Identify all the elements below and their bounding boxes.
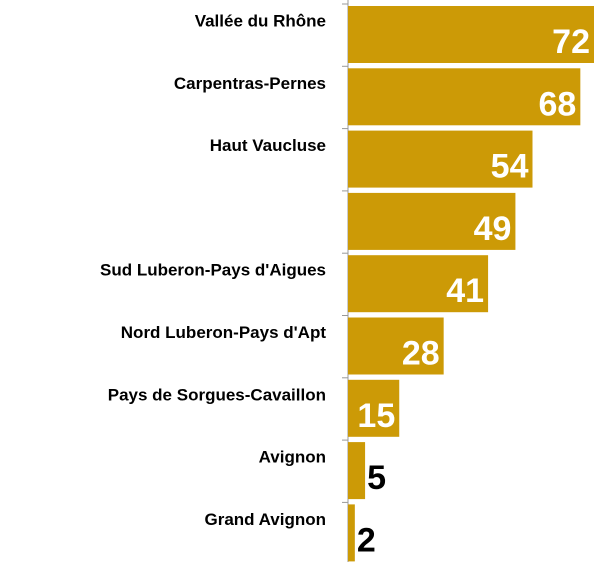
category-label: Haut Vaucluse bbox=[210, 136, 326, 155]
category-label: Vallée du Rhône bbox=[195, 11, 326, 30]
value-label: 41 bbox=[446, 272, 484, 310]
bar bbox=[348, 504, 355, 562]
value-label: 28 bbox=[402, 334, 440, 372]
bar bbox=[348, 317, 444, 375]
bar bbox=[348, 192, 516, 250]
category-label: Carpentras-Pernes bbox=[174, 74, 326, 93]
value-label: 72 bbox=[552, 23, 590, 61]
category-label: Grand Avignon bbox=[204, 510, 326, 529]
category-label: Pays de Sorgues-Cavaillon bbox=[108, 385, 326, 404]
value-label: 2 bbox=[357, 521, 376, 559]
category-label: Sud Luberon-Pays d'Aigues bbox=[100, 261, 326, 280]
value-label: 68 bbox=[539, 85, 577, 123]
value-label: 5 bbox=[367, 459, 386, 497]
value-label: 15 bbox=[357, 397, 395, 435]
bar bbox=[348, 68, 581, 126]
value-label: 54 bbox=[491, 148, 529, 186]
bar bbox=[348, 442, 366, 500]
bar bbox=[348, 130, 533, 188]
category-label: Avignon bbox=[259, 448, 326, 467]
category-label: Nord Luberon-Pays d'Apt bbox=[121, 323, 327, 342]
bar bbox=[348, 255, 489, 313]
bar bbox=[348, 379, 400, 437]
value-label: 49 bbox=[474, 210, 512, 248]
bar bbox=[348, 6, 594, 63]
